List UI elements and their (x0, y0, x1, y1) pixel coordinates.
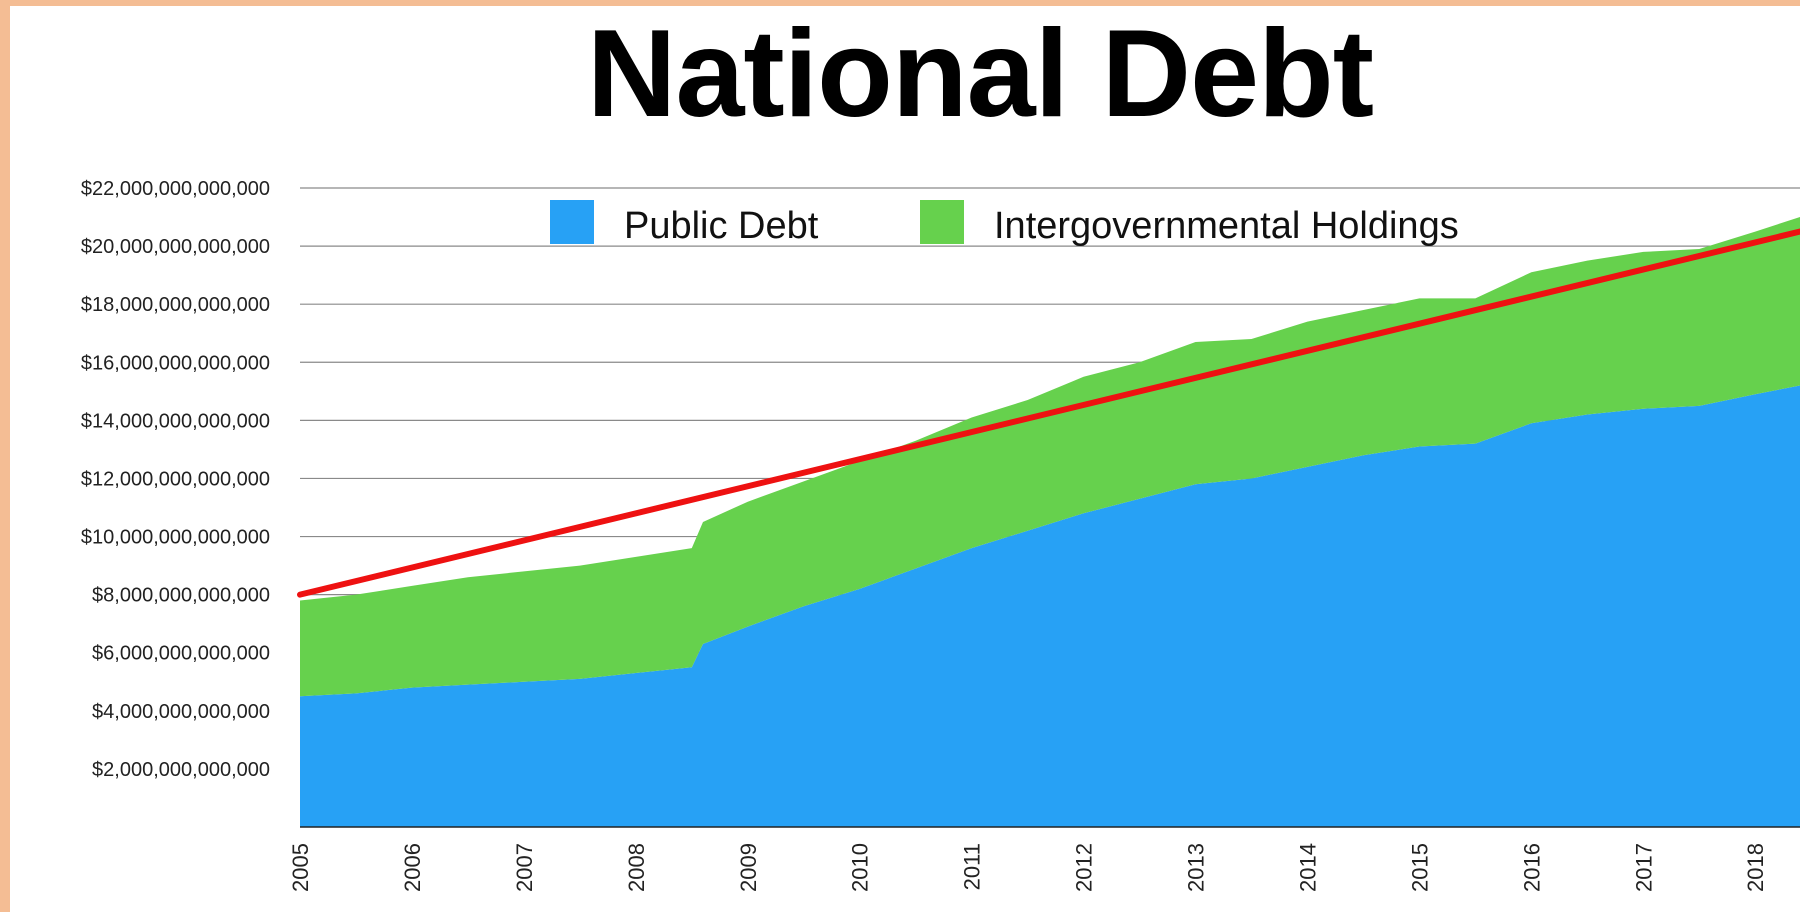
x-tick-label-2013: 2013 (1184, 843, 1209, 892)
y-tick-label-5: $12,000,000,000,000 (81, 468, 270, 490)
x-tick-label-2007: 2007 (512, 843, 537, 892)
y-tick-label-9: $20,000,000,000,000 (81, 236, 270, 258)
x-tick-label-2010: 2010 (848, 843, 873, 892)
y-tick-label-7: $16,000,000,000,000 (81, 352, 270, 374)
x-tick-label-2011: 2011 (960, 843, 985, 890)
y-tick-label-0: $2,000,000,000,000 (92, 759, 270, 781)
chart-title: National Debt (586, 5, 1374, 143)
frame-top (0, 0, 1800, 6)
x-tick-label-2005: 2005 (288, 843, 313, 892)
x-tick-label-2017: 2017 (1631, 843, 1656, 892)
x-tick-label-2006: 2006 (400, 843, 425, 892)
x-tick-label-2008: 2008 (624, 843, 649, 892)
x-tick-label-2018: 2018 (1743, 843, 1768, 892)
y-tick-label-4: $10,000,000,000,000 (81, 527, 270, 549)
x-tick-label-2014: 2014 (1295, 843, 1320, 892)
y-tick-label-2: $6,000,000,000,000 (92, 643, 270, 665)
x-tick-label-2016: 2016 (1519, 843, 1544, 892)
legend-label-1: Intergovernmental Holdings (994, 205, 1459, 247)
y-tick-label-10: $22,000,000,000,000 (81, 178, 270, 200)
y-tick-label-8: $18,000,000,000,000 (81, 294, 270, 316)
area-public-debt (300, 385, 1800, 827)
y-tick-label-3: $8,000,000,000,000 (92, 585, 270, 607)
area-intergovernmental-holdings (300, 217, 1800, 697)
trend-line (297, 228, 1800, 598)
legend-swatch-0 (550, 200, 594, 244)
legend-swatch-1 (920, 200, 964, 244)
x-tick-label-2009: 2009 (736, 843, 761, 892)
frame-left (0, 0, 10, 912)
x-tick-label-2015: 2015 (1407, 843, 1432, 892)
x-tick-label-2012: 2012 (1072, 843, 1097, 892)
legend: Public Debt Intergovernmental Holdings (550, 200, 1459, 247)
y-tick-label-6: $14,000,000,000,000 (81, 410, 270, 432)
y-tick-label-1: $4,000,000,000,000 (92, 701, 270, 723)
legend-label-0: Public Debt (624, 205, 819, 247)
